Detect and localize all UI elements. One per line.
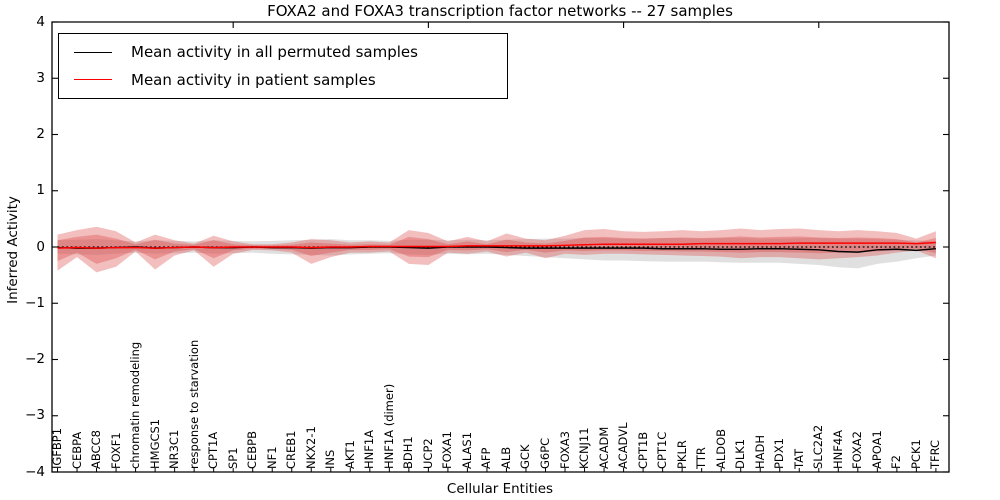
x-category-label: HNF1A bbox=[362, 429, 377, 469]
legend-item-permuted: Mean activity in all permuted samples bbox=[59, 43, 507, 61]
y-tick-label: −1 bbox=[25, 294, 45, 311]
x-category-label: GCK bbox=[518, 444, 533, 469]
y-tick-label: 3 bbox=[36, 69, 45, 86]
x-category-label: NKX2-1 bbox=[303, 426, 318, 469]
x-category-label: IGFBP1 bbox=[50, 427, 64, 469]
series-line-patient bbox=[57, 241, 936, 249]
legend-item-patient: Mean activity in patient samples bbox=[59, 71, 507, 89]
x-category-label: ALDOB bbox=[713, 428, 728, 469]
black-line-swatch-icon bbox=[74, 51, 112, 53]
x-category-label: ACADM bbox=[596, 426, 611, 469]
x-category-label: CPT1B bbox=[635, 431, 650, 469]
x-category-label: HADH bbox=[752, 434, 767, 469]
y-tick-label: 4 bbox=[36, 13, 45, 30]
x-category-label: F2 bbox=[889, 455, 904, 469]
x-category-label: SP1 bbox=[225, 447, 240, 469]
band-patient-samples-range-outer bbox=[57, 226, 936, 273]
x-category-label: ALB bbox=[498, 446, 513, 469]
y-tick-label: −4 bbox=[25, 463, 45, 480]
x-category-label: DLK1 bbox=[733, 438, 748, 469]
legend-label-permuted: Mean activity in all permuted samples bbox=[131, 43, 418, 62]
x-category-label: PCK1 bbox=[908, 439, 923, 469]
x-category-label: TAT bbox=[791, 448, 806, 469]
x-category-label: response to starvation bbox=[186, 339, 201, 469]
y-tick-label: −3 bbox=[25, 407, 45, 424]
band-permuted-samples-range bbox=[57, 238, 936, 269]
x-category-label: UCP2 bbox=[420, 438, 435, 469]
y-tick-label: −2 bbox=[25, 351, 45, 367]
chart-title: FOXA2 and FOXA3 transcription factor net… bbox=[267, 2, 733, 20]
x-category-label: FOXA1 bbox=[440, 431, 455, 469]
legend-label-patient: Mean activity in patient samples bbox=[131, 70, 376, 89]
x-category-label: G6PC bbox=[538, 437, 552, 469]
y-axis-label: Inferred Activity bbox=[5, 196, 21, 304]
x-category-label: TFRC bbox=[928, 439, 943, 469]
x-category-label: HMGCS1 bbox=[147, 418, 162, 469]
x-category-label: APOA1 bbox=[869, 430, 884, 469]
x-category-label: KCNJ11 bbox=[577, 427, 592, 469]
y-tick-label: 2 bbox=[36, 126, 45, 142]
x-axis-label: Cellular Entities bbox=[446, 481, 554, 497]
x-category-label: HNF1A (dimer) bbox=[381, 383, 396, 469]
x-category-label: NR3C1 bbox=[167, 429, 182, 469]
x-category-label: ABCC8 bbox=[89, 430, 104, 469]
red-line-swatch-icon bbox=[74, 79, 112, 81]
x-category-label: CEBPA bbox=[69, 431, 84, 469]
x-category-label: HNF4A bbox=[830, 429, 845, 469]
band-patient-samples-range-inner bbox=[57, 234, 936, 264]
x-category-label: BDH1 bbox=[401, 436, 416, 469]
y-tick-label: 0 bbox=[36, 238, 45, 255]
x-category-label: AKT1 bbox=[342, 440, 357, 469]
x-category-label: TTR bbox=[694, 447, 709, 469]
x-category-label: chromatin remodeling bbox=[128, 341, 143, 469]
x-category-label: CPT1A bbox=[206, 431, 221, 469]
x-category-label: CPT1C bbox=[655, 431, 670, 469]
x-category-label: CREB1 bbox=[284, 430, 299, 470]
x-category-label: INS bbox=[323, 449, 338, 469]
x-category-label: SLC2A2 bbox=[811, 424, 826, 469]
x-category-label: ALAS1 bbox=[459, 431, 474, 469]
x-category-label: ACADVL bbox=[616, 422, 631, 470]
x-category-label: FOXA3 bbox=[557, 431, 572, 469]
x-category-label: PKLR bbox=[674, 440, 689, 469]
x-category-label: FOXA2 bbox=[850, 431, 865, 469]
y-tick-label: 1 bbox=[36, 182, 45, 199]
x-category-label: PDX1 bbox=[772, 438, 787, 469]
x-category-label: FOXF1 bbox=[108, 432, 123, 469]
x-category-label: CEBPB bbox=[245, 430, 260, 469]
x-category-label: NF1 bbox=[264, 446, 279, 469]
legend-box: Mean activity in all permuted samples Me… bbox=[58, 33, 508, 99]
x-category-label: AFP bbox=[479, 447, 494, 469]
